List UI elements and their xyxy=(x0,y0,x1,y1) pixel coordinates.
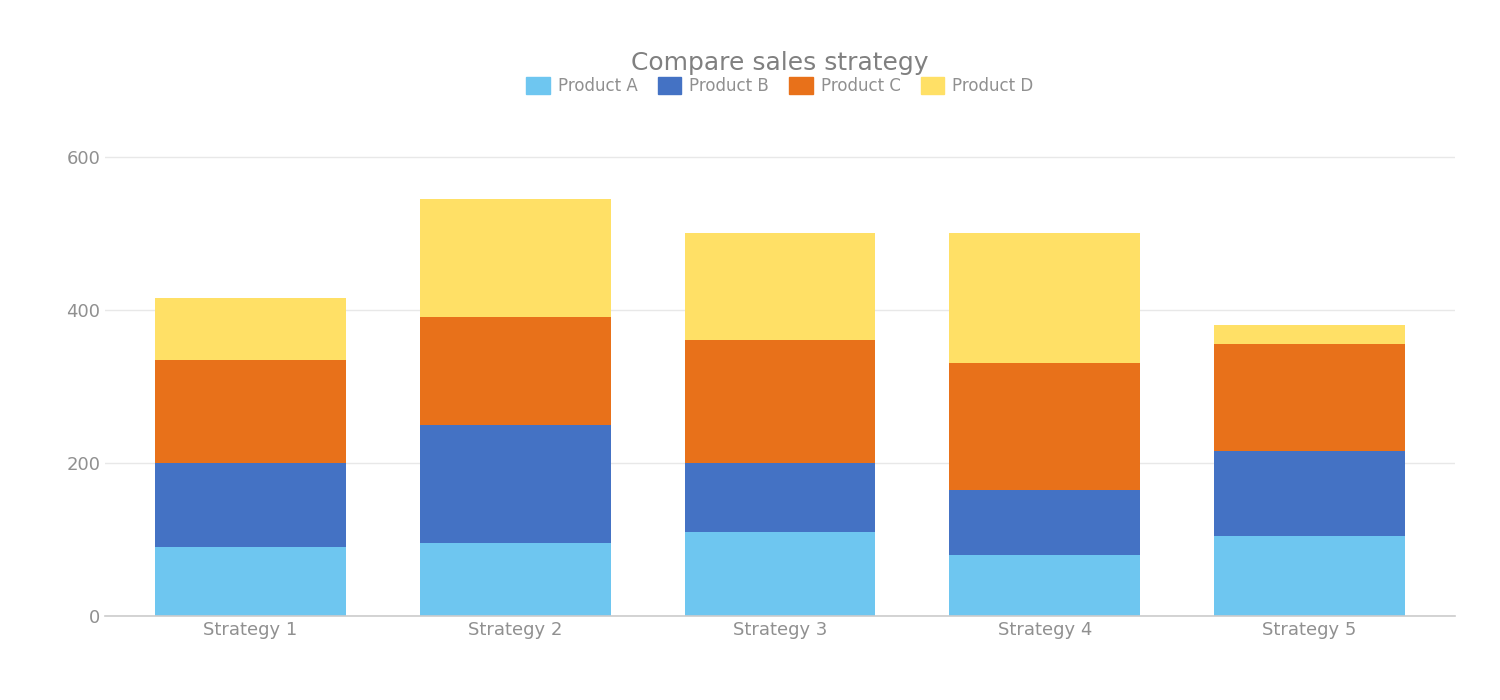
Bar xyxy=(156,360,346,463)
Bar xyxy=(156,547,346,616)
Bar xyxy=(1214,325,1404,344)
Bar xyxy=(1214,536,1404,616)
Bar xyxy=(950,554,1140,616)
Bar xyxy=(950,490,1140,554)
Title: Compare sales strategy: Compare sales strategy xyxy=(632,51,928,76)
Bar xyxy=(684,532,876,616)
Bar xyxy=(684,233,876,340)
Bar xyxy=(156,463,346,547)
Legend: Product A, Product B, Product C, Product D: Product A, Product B, Product C, Product… xyxy=(519,71,1041,102)
Bar xyxy=(950,233,1140,363)
Bar xyxy=(684,463,876,532)
Bar xyxy=(420,199,610,317)
Bar xyxy=(1214,452,1404,536)
Bar xyxy=(156,298,346,360)
Bar xyxy=(420,425,610,543)
Bar xyxy=(420,317,610,425)
Bar xyxy=(1214,344,1404,452)
Bar xyxy=(420,543,610,616)
Bar xyxy=(950,363,1140,490)
Bar xyxy=(684,340,876,463)
